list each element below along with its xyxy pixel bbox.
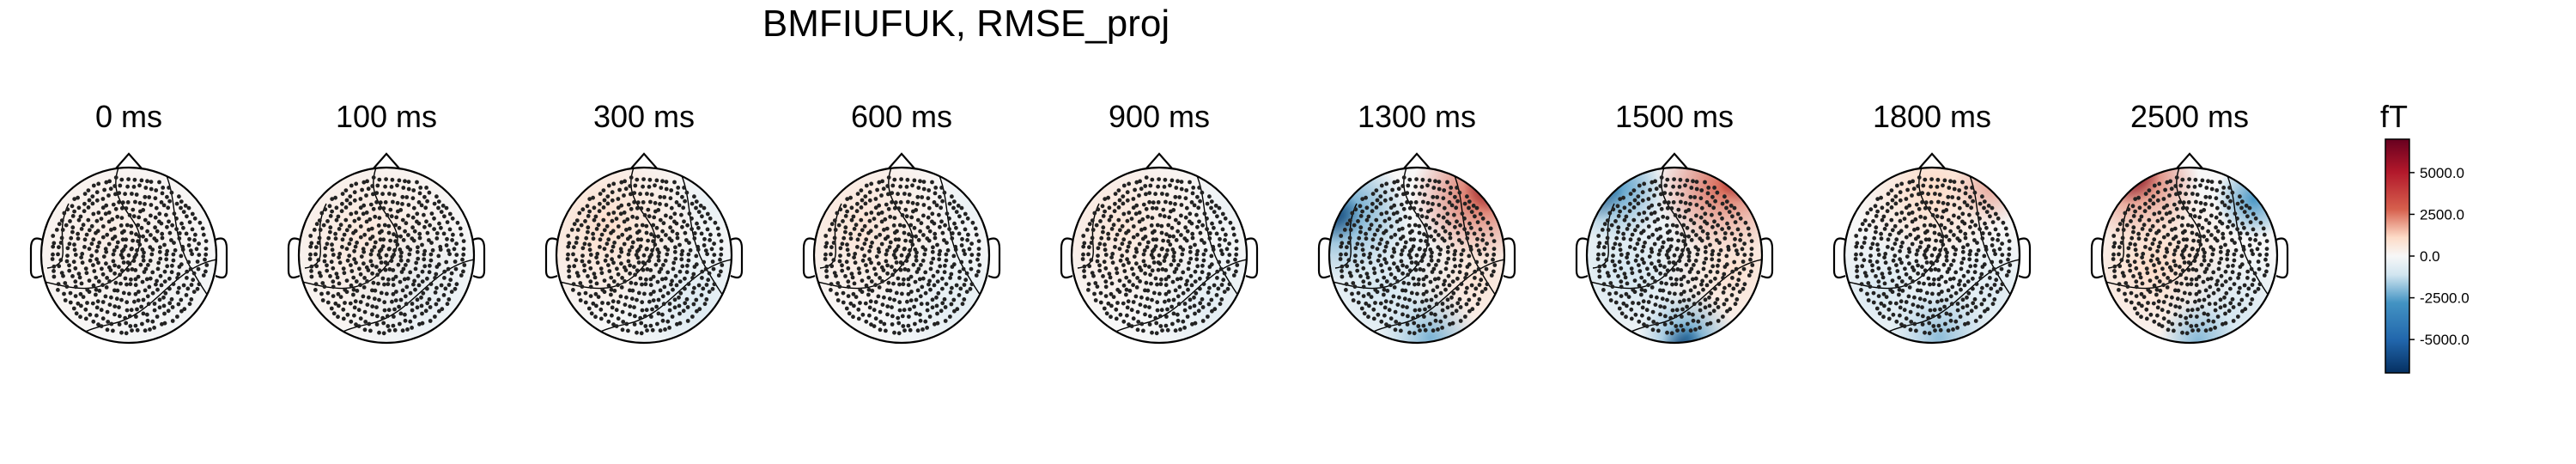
colorbar-unit-label: fT [2380, 99, 2408, 134]
head-outline [1327, 166, 1506, 345]
left-ear [802, 237, 816, 279]
panel-time-label: 1300 ms [1358, 99, 1476, 134]
nose-outline [115, 152, 143, 169]
field-region [874, 228, 989, 343]
panel-time-label: 1500 ms [1615, 99, 1734, 134]
topomap-panel: 2500 ms [2090, 99, 2289, 345]
colorbar-gradient [2385, 138, 2410, 374]
sensor-dots [1080, 175, 1240, 336]
head-outline [812, 166, 991, 345]
topomap-panel: 1300 ms [1317, 99, 1516, 345]
left-ear [1317, 237, 1331, 279]
head-outline [1843, 166, 2021, 345]
sensor-dots [1338, 175, 1498, 336]
topomap-panel: 1500 ms [1575, 99, 1774, 345]
nose-outline [888, 152, 915, 169]
left-ear [2090, 237, 2104, 279]
sensor-dots [565, 175, 725, 336]
right-ear [472, 237, 486, 279]
colorbar-tick-label: 0.0 [2420, 248, 2440, 265]
field-region [669, 168, 732, 247]
head-outline [2100, 166, 2279, 345]
head-outline [39, 166, 218, 345]
panel-time-label: 2500 ms [2130, 99, 2249, 134]
panel-time-label: 1800 ms [1873, 99, 1991, 134]
topomap-panel: 300 ms [544, 99, 744, 345]
field-region [1184, 168, 1247, 247]
nose-outline [1918, 152, 1946, 169]
right-ear [1245, 237, 1259, 279]
left-ear [29, 237, 43, 279]
topomap-panel: 600 ms [802, 99, 1001, 345]
left-ear [1832, 237, 1846, 279]
nose-outline [1145, 152, 1173, 169]
field-region [1132, 228, 1247, 343]
colorbar-tick-label: -2500.0 [2420, 290, 2470, 307]
field-region [1406, 211, 1504, 343]
sensor-dots [823, 175, 982, 336]
nose-outline [373, 152, 400, 169]
right-ear [1760, 237, 1774, 279]
field-region [1463, 168, 1504, 213]
right-ear [987, 237, 1001, 279]
topomap-panels: 0 ms 100 ms 300 ms 600 ms 900 ms 1300 ms 1500 … [29, 99, 2289, 345]
colorbar: fT 5000.0 2500.0 0.0 -2500.0 -5000.0 [2380, 99, 2470, 374]
colorbar-tick-label: -5000.0 [2420, 332, 2470, 348]
head-outline [1585, 166, 1764, 345]
nose-outline [1661, 152, 1688, 169]
field-region [2159, 302, 2238, 343]
nose-outline [630, 152, 658, 169]
right-ear [2018, 237, 2032, 279]
field-region [927, 168, 989, 247]
sensor-dots [307, 175, 467, 336]
topomap-panel: 0 ms [29, 99, 228, 345]
sensor-dots [2111, 175, 2270, 336]
left-ear [1575, 237, 1589, 279]
left-ear [1060, 237, 1073, 279]
sensor-dots [1853, 175, 2013, 336]
panel-time-label: 300 ms [593, 99, 695, 134]
panel-time-label: 600 ms [851, 99, 952, 134]
topomap-field [1844, 168, 2020, 343]
head-outline [297, 166, 476, 345]
sensor-dots [1595, 175, 1755, 336]
field-region [1922, 228, 2020, 343]
left-ear [287, 237, 301, 279]
field-region [617, 228, 732, 343]
left-ear [544, 237, 558, 279]
head-outline [555, 166, 733, 345]
topomap-panel: 1800 ms [1832, 99, 2032, 345]
nose-outline [1403, 152, 1431, 169]
right-ear [2275, 237, 2289, 279]
right-ear [215, 237, 228, 279]
panel-time-label: 900 ms [1109, 99, 1210, 134]
panel-time-label: 0 ms [95, 99, 162, 134]
right-ear [1503, 237, 1516, 279]
figure-title: BMFIUFUK, RMSE_proj [762, 3, 1170, 45]
nose-outline [2176, 152, 2203, 169]
sensor-dots [50, 175, 210, 336]
topomap-panel: 100 ms [287, 99, 486, 345]
colorbar-tick-label: 5000.0 [2420, 165, 2464, 181]
right-ear [730, 237, 744, 279]
head-outline [1070, 166, 1249, 345]
colorbar-tick-label: 2500.0 [2420, 206, 2464, 223]
panel-time-label: 100 ms [336, 99, 437, 134]
topomap-panel: 900 ms [1060, 99, 1259, 345]
